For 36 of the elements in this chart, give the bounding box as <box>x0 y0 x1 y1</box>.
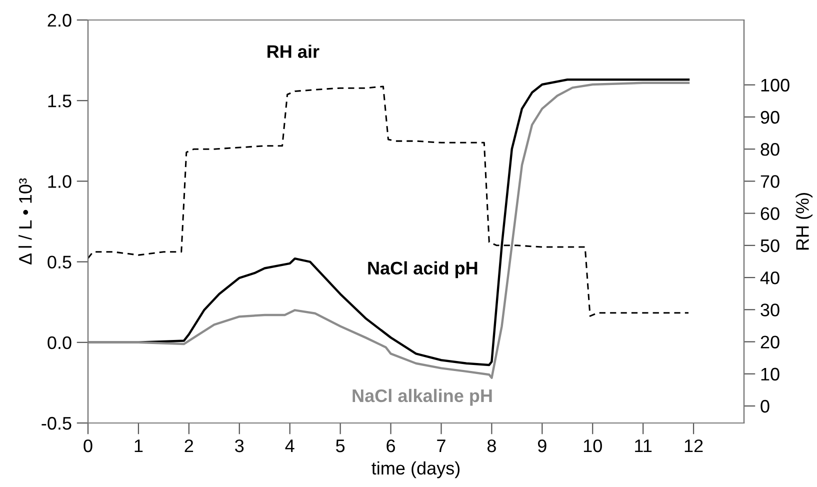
y-tick-label: 1.5 <box>48 94 72 108</box>
y2-tick-label: 20 <box>760 336 780 348</box>
y2-tick-label: 70 <box>760 175 780 188</box>
x-tick-label: 4 <box>285 440 294 452</box>
x-tick-label: 9 <box>538 439 546 452</box>
y2-tick-label: 100 <box>761 78 790 92</box>
x-tick-label: 2 <box>184 439 194 452</box>
y2-tick-label: 10 <box>761 368 780 381</box>
x-tick-label: 6 <box>386 439 395 452</box>
x-tick-label: 12 <box>684 439 703 452</box>
x-tick-label: 10 <box>584 439 602 452</box>
x-tick-label: 5 <box>336 440 345 452</box>
series-label: NaCl alkaline pH <box>352 388 492 406</box>
x-axis-title: time (days) <box>372 461 460 478</box>
y-tick-label: 0.0 <box>48 336 72 350</box>
y-tick-label: 2.0 <box>48 14 72 27</box>
y-axis-title: Δ l / L • 10³ <box>18 178 32 264</box>
y2-tick-label: 80 <box>760 143 780 156</box>
series-label: RH air <box>268 44 320 58</box>
y2-axis-title: RH (%) <box>796 193 812 250</box>
x-tick-label: 11 <box>635 440 652 452</box>
x-tick-label: 3 <box>235 439 244 452</box>
y2-tick-label: 60 <box>760 207 780 220</box>
y2-tick-label: 50 <box>760 239 780 252</box>
y-tick-label: -0.5 <box>42 416 72 430</box>
y2-tick-label: 40 <box>760 271 780 284</box>
y2-tick-label: 0 <box>760 400 770 413</box>
y-tick-label: 1.0 <box>48 175 72 188</box>
x-tick-label: 1 <box>134 440 143 452</box>
y2-tick-label: 30 <box>760 304 780 316</box>
y2-tick-label: 90 <box>760 110 780 124</box>
y-tick-label: 0.5 <box>48 256 72 269</box>
x-tick-label: 8 <box>487 439 496 452</box>
x-tick-label: 7 <box>437 440 446 452</box>
series-label: NaCl acid pH <box>368 261 478 278</box>
x-tick-label: 0 <box>84 439 92 452</box>
